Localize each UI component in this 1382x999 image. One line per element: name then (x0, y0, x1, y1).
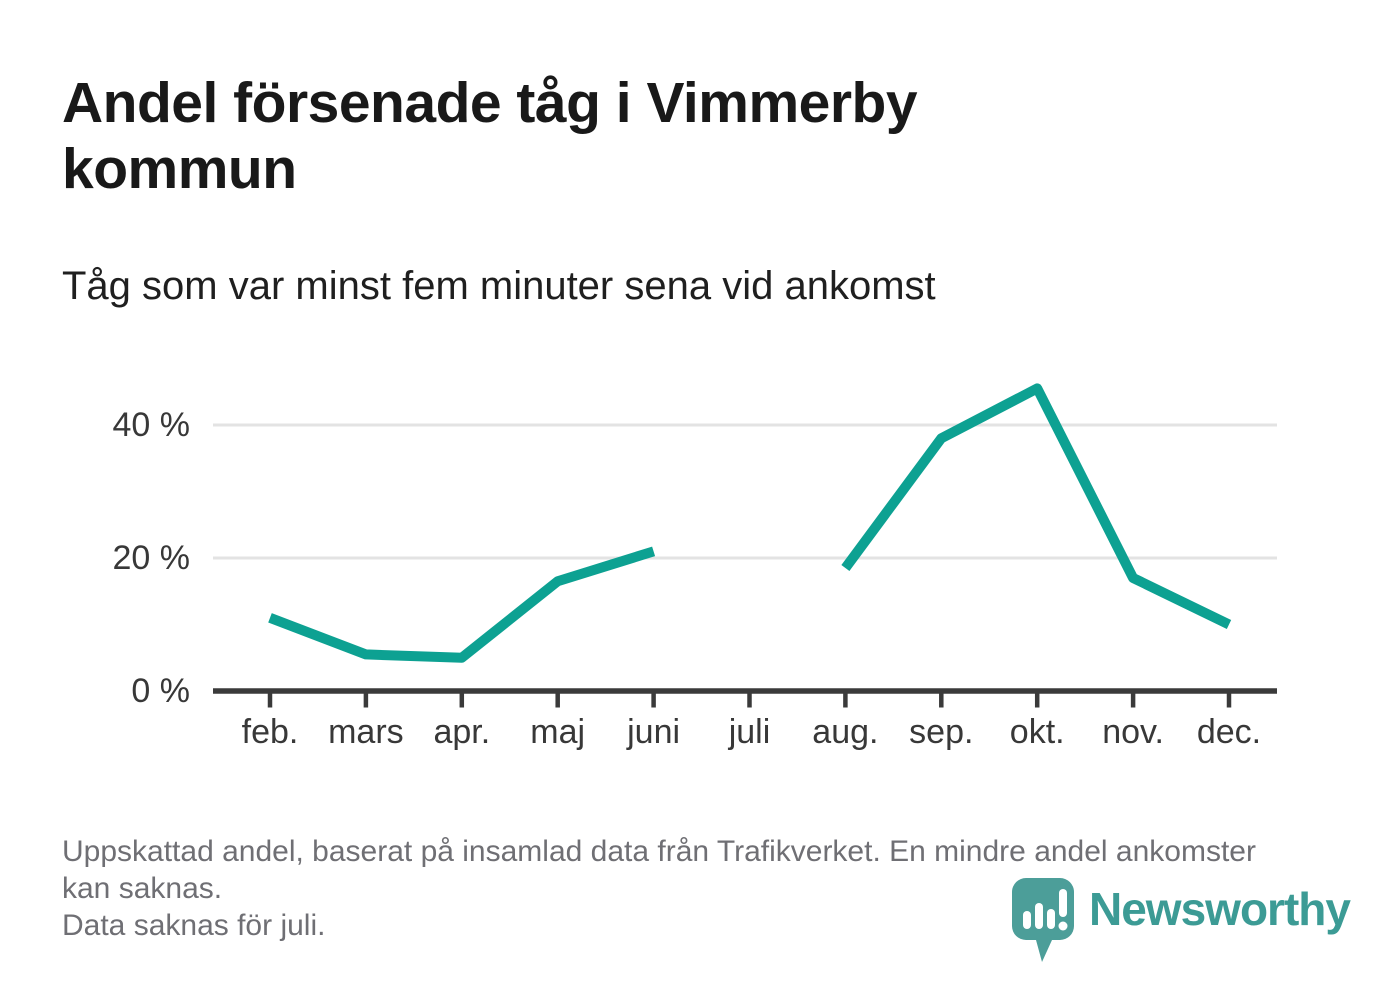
footnote: Uppskattad andel, baserat på insamlad da… (62, 833, 1312, 944)
chart-subtitle: Tåg som var minst fem minuter sena vid a… (62, 264, 936, 308)
x-tick-label: aug. (812, 713, 879, 751)
y-tick-label: 20 % (112, 539, 191, 577)
y-tick-label: 0 % (131, 672, 190, 710)
x-tick-label: feb. (241, 713, 299, 751)
newsworthy-chart-bubble-icon (1012, 878, 1074, 962)
chart-title: Andel försenade tåg i Vimmerby kommun (62, 71, 918, 201)
x-tick-label: sep. (909, 713, 974, 751)
x-tick-label: okt. (1009, 713, 1065, 751)
x-tick-label: nov. (1102, 713, 1164, 751)
newsworthy-wordmark: Newsworthy (1089, 883, 1351, 935)
x-tick-label: mars (328, 713, 404, 751)
data-line-segment (268, 546, 656, 663)
x-tick-label: juli (728, 713, 771, 751)
newsworthy-logo: Newsworthy (1012, 878, 1351, 962)
data-line-segment (841, 383, 1232, 629)
footnote-source: Uppskattad andel, baserat på insamlad da… (62, 835, 1256, 905)
x-tick-label: dec. (1196, 713, 1262, 751)
y-tick-label: 40 % (112, 406, 191, 444)
x-tick-label: apr. (433, 713, 491, 751)
x-tick-label: juni (627, 713, 681, 751)
footnote-missing-data: Data saknas för juli. (62, 909, 326, 942)
x-tick-label: maj (530, 713, 586, 751)
